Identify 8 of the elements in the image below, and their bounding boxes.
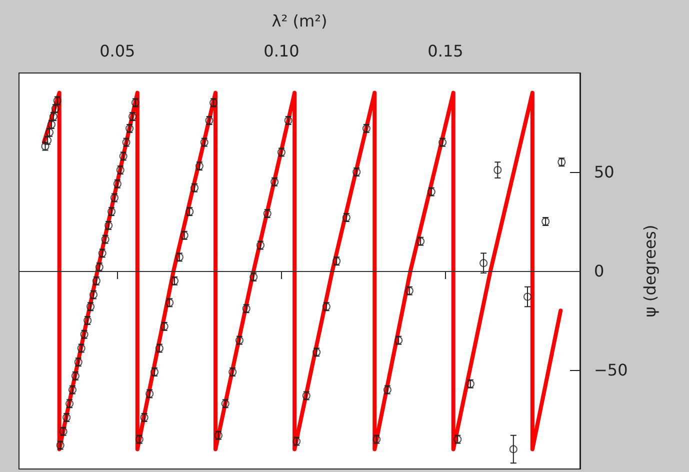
x-tick-label: 0.05	[100, 42, 136, 60]
y-tick-label: 50	[594, 162, 614, 182]
x-tick-label: 0.15	[428, 42, 464, 60]
y-tick-label: 0	[594, 262, 604, 280]
x-axis-title: λ² (m²)	[272, 12, 328, 30]
x-tick-label: 0.10	[264, 42, 300, 60]
y-axis-title: ψ (degrees)	[640, 224, 660, 318]
y-tick-label: −50	[594, 360, 628, 380]
